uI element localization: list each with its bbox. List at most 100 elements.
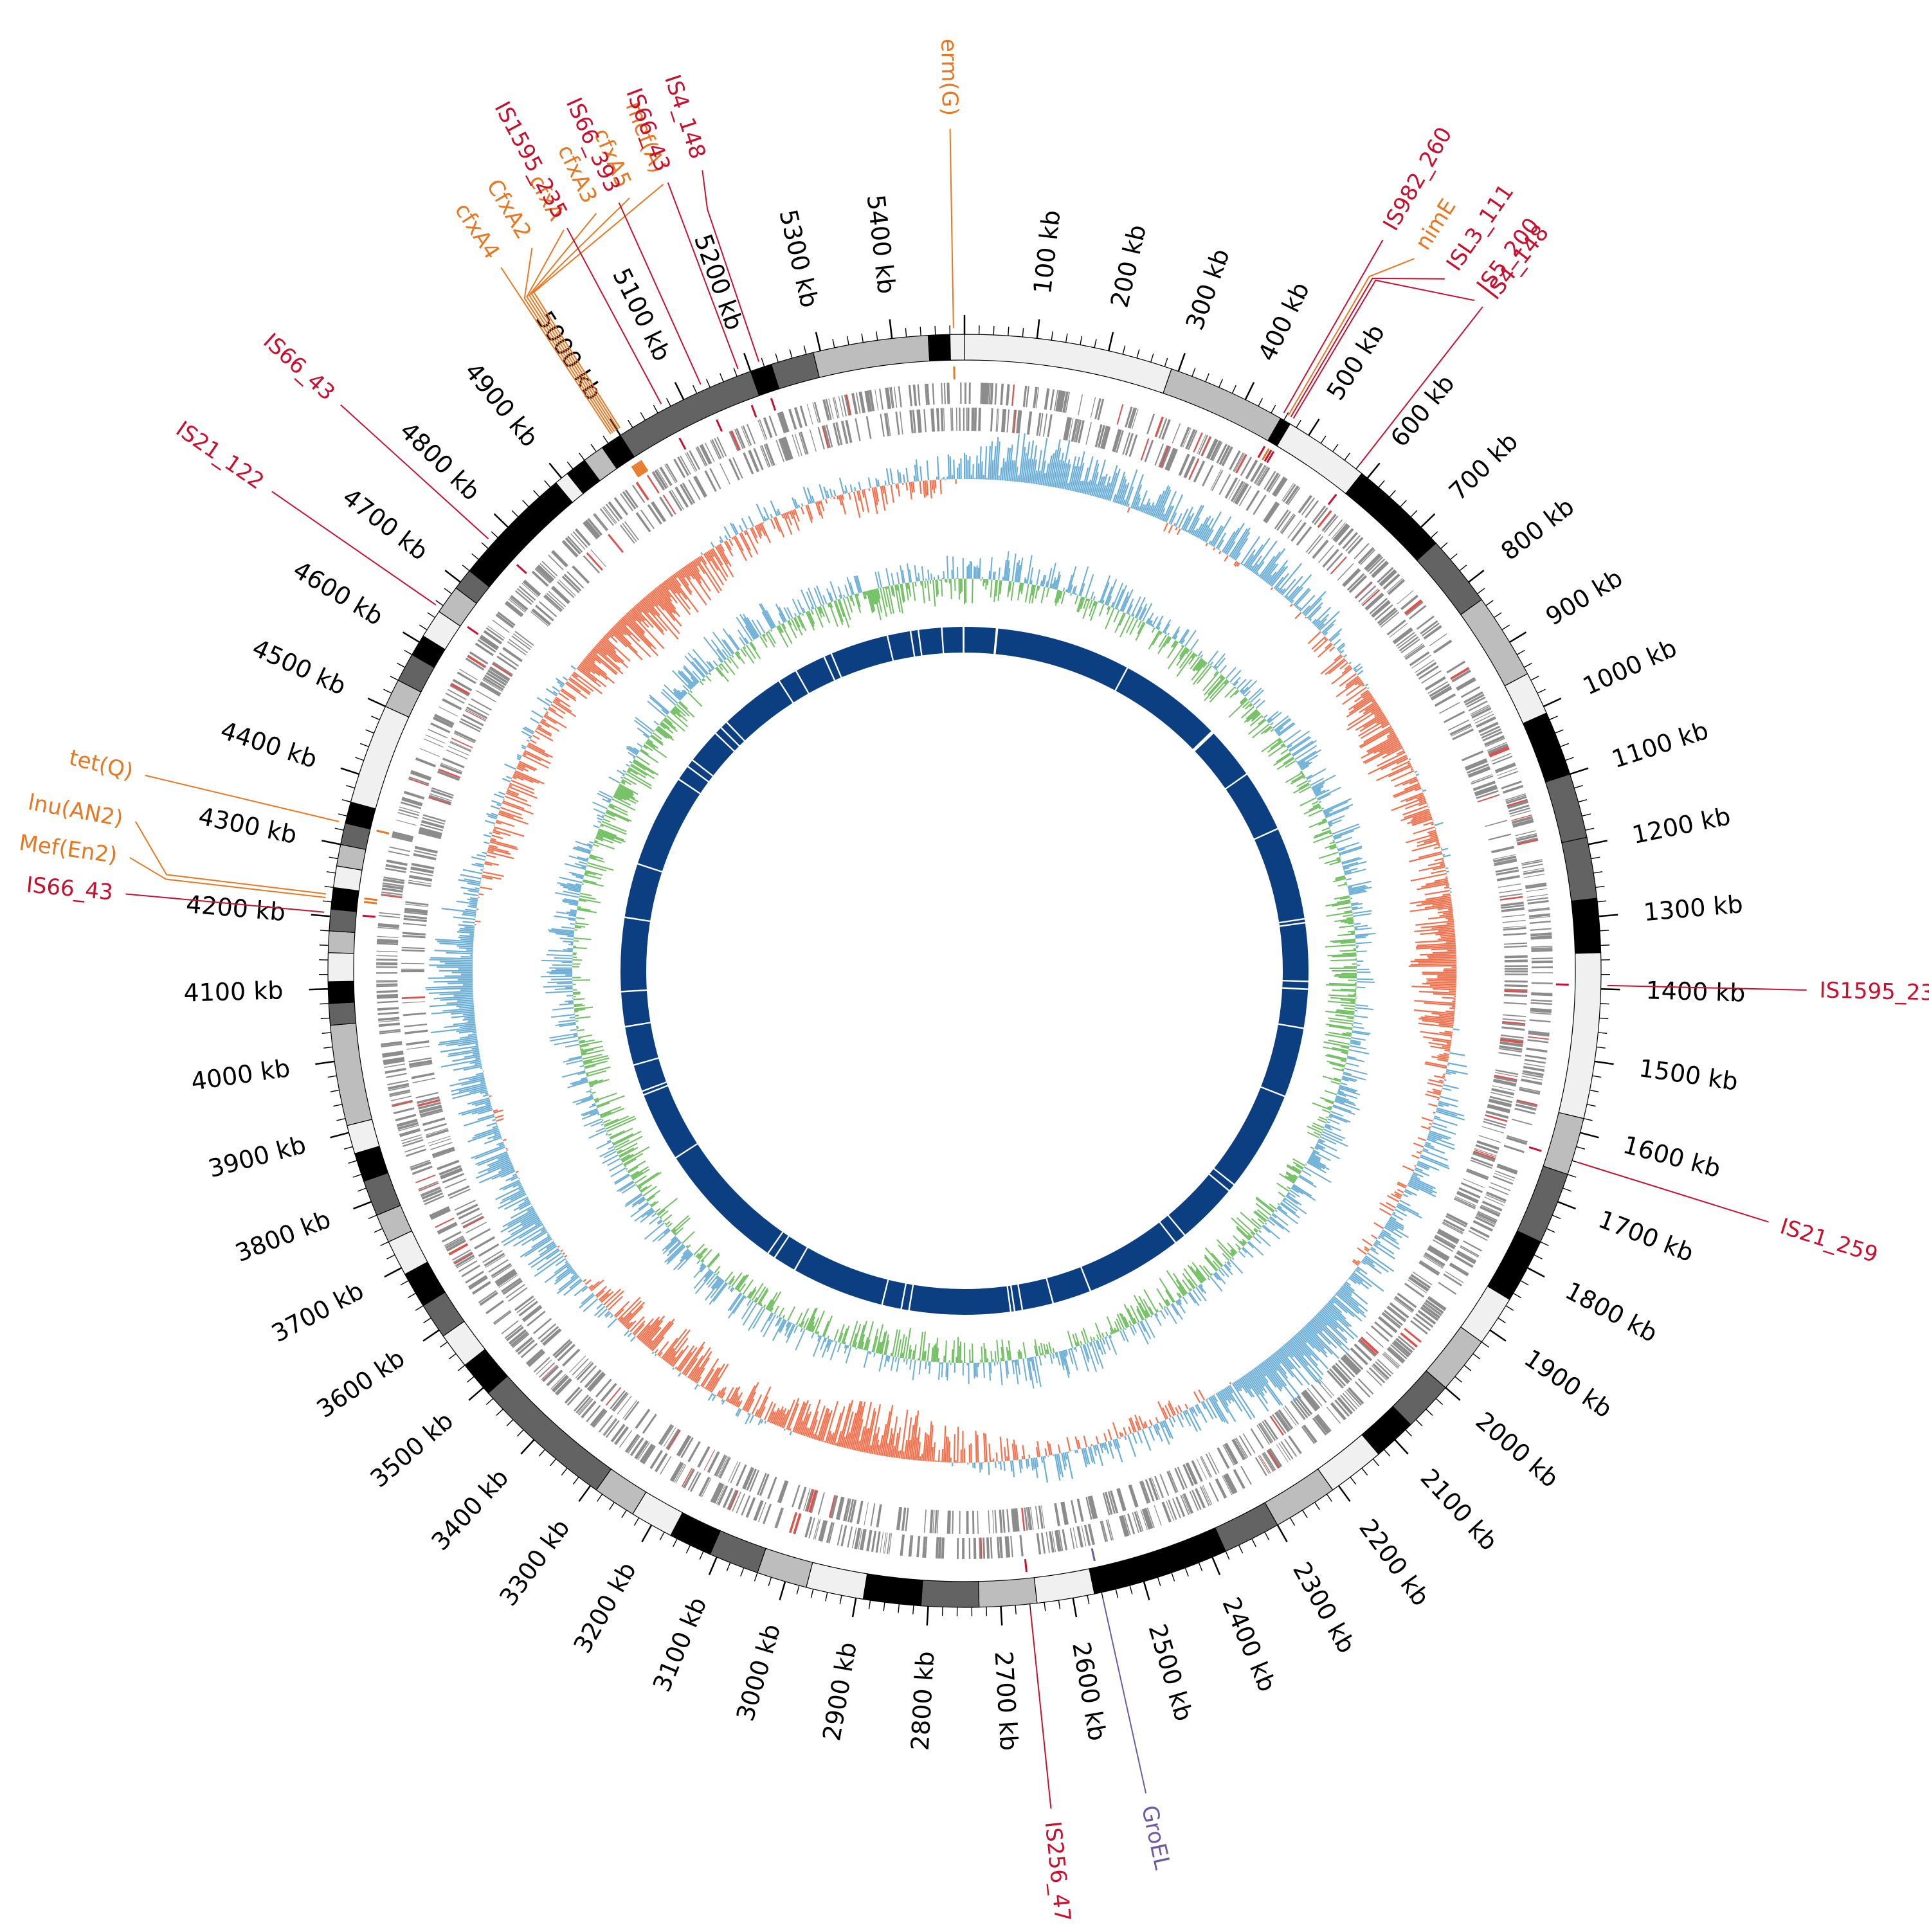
gc-skew-bar [457, 932, 474, 933]
major-tick [315, 1061, 334, 1064]
gene-mark [379, 912, 400, 916]
gc-content-bar [947, 1362, 948, 1380]
gc-skew-bar [517, 759, 520, 760]
gc-skew-bar [583, 1279, 586, 1282]
gene-mark [377, 990, 398, 993]
gc-content-bar [1030, 1357, 1031, 1361]
gc-skew-bar [493, 1110, 498, 1111]
gc-content-bar [1024, 577, 1025, 583]
gene-mark [1530, 1019, 1551, 1022]
gene-mark [950, 408, 952, 431]
minor-tick [1303, 1510, 1307, 1518]
gc-skew-bar [518, 1185, 521, 1186]
gc-content-bar [777, 1316, 778, 1319]
gc-content-bar [1050, 1353, 1053, 1364]
gene-mark [1525, 1059, 1546, 1064]
gc-skew-bar [923, 481, 925, 498]
minor-tick [640, 412, 645, 420]
contig-segment [727, 682, 792, 741]
gc-skew-bar [492, 835, 503, 838]
gc-content-bar [1264, 715, 1267, 718]
gc-skew-bar [820, 500, 824, 511]
gc-content-bar [1333, 840, 1334, 841]
gc-skew-bar [1172, 1416, 1175, 1422]
minor-tick [761, 358, 764, 366]
gc-content-bar [998, 581, 1000, 601]
gc-skew-bar [534, 1256, 563, 1276]
gc-content-track [541, 551, 1375, 1388]
gc-content-bar [904, 1359, 905, 1362]
major-tick [1109, 332, 1113, 351]
gc-skew-bar [1447, 950, 1456, 951]
contig-segment [832, 636, 892, 677]
gc-content-bar [1265, 1223, 1267, 1224]
gc-content-bar [1153, 631, 1161, 645]
gc-skew-bar [712, 1395, 716, 1401]
gc-skew-bar [898, 1451, 899, 1458]
gc-content-bar [1298, 750, 1321, 764]
minor-tick [693, 385, 697, 393]
gc-skew-bar [519, 1178, 520, 1179]
gc-content-bar [1346, 1063, 1359, 1066]
gc-content-bar [1300, 798, 1317, 806]
gc-content-bar [1353, 1027, 1364, 1029]
minor-tick [550, 1459, 556, 1466]
gc-skew-bar [1437, 1099, 1439, 1100]
gc-skew-bar [775, 517, 784, 537]
gene-mark [856, 1501, 863, 1524]
gene-mark [1062, 1529, 1067, 1550]
gc-skew-bar [1372, 1235, 1377, 1239]
gc-content-bar [1352, 907, 1357, 908]
major-tick [1179, 353, 1185, 371]
gene-mark [813, 1519, 820, 1539]
gc-content-bar [1220, 665, 1226, 673]
gc-skew-bar [1067, 1452, 1073, 1479]
gc-skew-bar [515, 771, 544, 784]
contig-segment [919, 627, 943, 655]
gc-content-bar [982, 1346, 983, 1362]
gc-skew-bar [561, 1250, 563, 1251]
gc-skew-bar [428, 978, 473, 979]
tick-label: 1000 kb [1579, 633, 1681, 700]
gene-mark [403, 923, 426, 926]
gc-content-bar [1018, 582, 1020, 600]
gc-skew-bar [463, 1014, 475, 1015]
minor-tick [720, 374, 723, 382]
contig-segment [795, 1248, 887, 1305]
gc-content-bar [1089, 601, 1094, 617]
gc-content-bar [1292, 1186, 1315, 1200]
gc-content-bar [774, 1306, 779, 1314]
gc-skew-bar [1091, 1444, 1092, 1446]
gene-mark [1526, 889, 1547, 892]
gene-mark [1047, 414, 1053, 437]
gc-skew-bar [1357, 671, 1363, 675]
gene-mark [572, 565, 590, 584]
minor-tick [1568, 1175, 1576, 1177]
gene-mark [775, 1508, 784, 1528]
gene-mark [967, 408, 969, 431]
gc-content-bar [1351, 932, 1355, 933]
gene-mark [913, 384, 917, 406]
gc-content-bar [1332, 956, 1357, 957]
gene-mark [1263, 1420, 1278, 1440]
gc-skew-bar [536, 729, 537, 730]
minor-tick [1373, 1459, 1379, 1466]
gc-content-bar [1353, 914, 1371, 916]
gc-content-bar [945, 1341, 946, 1362]
gc-content-bar [1046, 1350, 1047, 1354]
gc-content-bar [1310, 1147, 1314, 1149]
gc-skew-bar [864, 489, 869, 512]
gc-content-bar [1141, 1321, 1150, 1339]
contig-band-segment [757, 1548, 813, 1587]
major-tick [709, 1557, 717, 1575]
gene-mark [871, 1531, 876, 1552]
gc-content-bar [1208, 651, 1218, 664]
gene-mark [818, 1492, 825, 1515]
gene-mark [1420, 1260, 1440, 1274]
gc-skew-bar [927, 480, 928, 495]
gc-skew-bar [954, 1434, 955, 1463]
minor-tick [905, 328, 906, 337]
gc-content-bar [1109, 1335, 1117, 1355]
minor-tick [1362, 1468, 1368, 1476]
minor-tick [390, 676, 398, 680]
